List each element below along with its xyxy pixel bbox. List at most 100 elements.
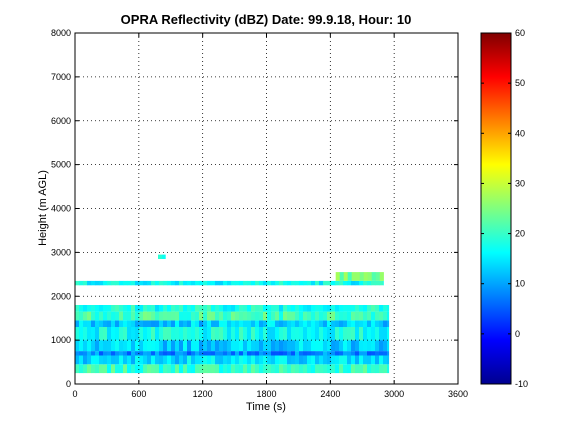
heatmap-cell	[171, 305, 176, 312]
heatmap-cell	[271, 305, 276, 312]
heatmap-cell	[271, 351, 276, 356]
heatmap-cell	[211, 280, 216, 286]
heatmap-cell	[87, 340, 92, 352]
heatmap-cell	[319, 351, 324, 356]
heatmap-cell	[283, 305, 288, 312]
heatmap-cell	[279, 355, 284, 365]
heatmap-cell	[127, 364, 132, 374]
heatmap-cell	[247, 364, 252, 374]
heatmap-cell	[319, 320, 324, 327]
heatmap-cell	[119, 320, 124, 327]
colorbar-tick-label: 0	[515, 329, 520, 339]
heatmap-cell	[295, 340, 300, 352]
heatmap-cell	[175, 320, 180, 327]
colorbar	[480, 32, 512, 385]
x-ticks: 0 600 1200 1800 2400 3000 3600	[72, 33, 468, 399]
heatmap-cell	[351, 320, 356, 327]
heatmap-cell	[363, 351, 368, 356]
heatmap-cell	[215, 340, 220, 352]
heatmap-cell	[343, 364, 348, 374]
heatmap-cell	[327, 320, 332, 327]
heatmap-cell	[283, 280, 288, 286]
heatmap-cell	[251, 364, 256, 374]
heatmap-cell	[379, 311, 384, 321]
heatmap-cell	[195, 305, 200, 312]
heatmap-cell	[215, 364, 220, 374]
heatmap-cell	[159, 320, 164, 327]
heatmap-cell	[307, 305, 312, 312]
heatmap-cell	[199, 355, 204, 365]
heatmap-cell	[107, 351, 112, 356]
heatmap-cell	[235, 364, 240, 374]
heatmap-cell	[371, 355, 376, 365]
heatmap-cell	[239, 305, 244, 312]
heatmap-cell	[235, 327, 240, 341]
heatmap-cell	[139, 327, 144, 341]
heatmap-cell	[135, 364, 140, 374]
heatmap-cell	[307, 320, 312, 327]
heatmap-cell	[75, 364, 80, 374]
heatmap-cell	[295, 327, 300, 341]
heatmap-cell	[339, 364, 344, 374]
heatmap-cell	[339, 272, 344, 281]
heatmap-cell	[111, 280, 116, 286]
heatmap-cell	[291, 327, 296, 341]
heatmap-cell	[211, 320, 216, 327]
heatmap-cell	[159, 305, 164, 312]
heatmap-cell	[351, 351, 356, 356]
heatmap-cell	[79, 305, 84, 312]
heatmap-cell	[159, 355, 164, 365]
heatmap-cell	[311, 280, 316, 286]
heatmap-cell	[291, 320, 296, 327]
heatmap-cell	[99, 280, 104, 286]
y-tick-label: 1000	[51, 335, 71, 345]
heatmap-cell	[87, 320, 92, 327]
heatmap-cell	[163, 311, 168, 321]
heatmap-cell	[279, 320, 284, 327]
heatmap-cell	[371, 364, 376, 374]
heatmap-cell	[175, 327, 180, 341]
heatmap-cell	[91, 351, 96, 356]
heatmap-cell	[223, 280, 228, 286]
heatmap-cell	[243, 311, 248, 321]
heatmap-cell	[127, 355, 132, 365]
heatmap-cell	[191, 327, 196, 341]
heatmap-cell	[383, 351, 388, 356]
heatmap-cell	[75, 340, 80, 352]
heatmap-cell	[215, 320, 220, 327]
heatmap-cell	[367, 351, 372, 356]
heatmap-cell	[119, 340, 124, 352]
heatmap-cell	[303, 355, 308, 365]
heatmap-cell	[171, 327, 176, 341]
heatmap-cell	[343, 355, 348, 365]
heatmap-cell	[199, 327, 204, 341]
heatmap-cell	[115, 305, 120, 312]
heatmap-cell	[299, 327, 304, 341]
heatmap-cell	[123, 320, 128, 327]
heatmap-cell	[143, 364, 148, 374]
heatmap-cell	[315, 320, 320, 327]
heatmap-cell	[355, 280, 360, 286]
heatmap-cell	[175, 305, 180, 312]
heatmap-cell	[99, 327, 104, 341]
heatmap-cell	[387, 351, 390, 356]
heatmap-cell	[231, 351, 236, 356]
heatmap-cell	[111, 327, 116, 341]
heatmap-cell	[319, 340, 324, 352]
heatmap-cell	[143, 311, 148, 321]
heatmap-cell	[263, 311, 268, 321]
heatmap-cell	[127, 305, 132, 312]
heatmap-cell	[363, 320, 368, 327]
layer-band	[75, 311, 390, 321]
heatmap-cell	[315, 311, 320, 321]
heatmap-cell	[123, 327, 128, 341]
heatmap-cell	[159, 340, 164, 352]
heatmap-cell	[327, 364, 332, 374]
heatmap-cell	[103, 364, 108, 374]
y-tick-label: 8000	[51, 28, 71, 38]
heatmap-cell	[303, 351, 308, 356]
heatmap-cell	[371, 340, 376, 352]
heatmap-cell	[75, 351, 80, 356]
heatmap-cell	[243, 327, 248, 341]
heatmap-cell	[275, 280, 280, 286]
